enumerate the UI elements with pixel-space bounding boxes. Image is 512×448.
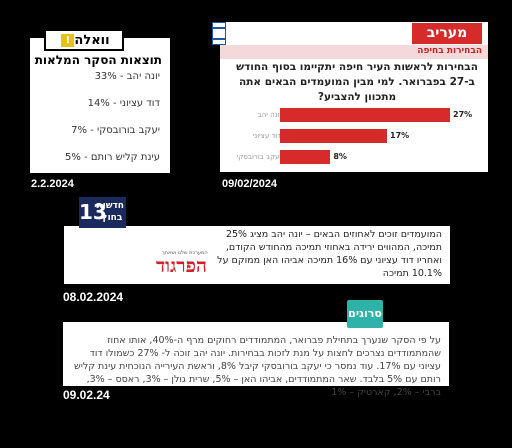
walla-logo: וואלה !: [44, 29, 124, 51]
maariv-question: הבחירות לראשות העיר חיפה יתקיימו בסוף הח…: [236, 61, 478, 103]
srugim-logo: סרוגים: [347, 300, 383, 328]
bar: [280, 108, 450, 122]
srugim-text: על פי הסקר שנערך בתחילת פברואר, המתמודדי…: [74, 335, 441, 398]
walla-row-1: יונה יהב - 33%: [94, 71, 160, 82]
walla-row-2: דוד עציוני - 14%: [87, 98, 160, 109]
channel13-logo: 13 חדשות בחוץ: [79, 197, 126, 228]
walla-title: תוצאות הסקר המלאות: [34, 53, 162, 67]
srugim-date: 09.02.24: [63, 388, 110, 402]
bar-category-label: יעקב בורובסקי: [236, 153, 281, 161]
walla-row-3: יעקב בורובסקי - 7%: [71, 125, 160, 136]
srugim-panel: על פי הסקר שנערך בתחילת פברואר, המתמודדי…: [63, 322, 449, 398]
bar-category-label: דוד עציוני: [252, 132, 281, 140]
maariv-subtitle: הבחירות בחיפה: [417, 46, 482, 56]
walla-panel: תוצאות הסקר המלאות יונה יהב - 33% דוד עצ…: [30, 38, 170, 173]
midgam-text: המועמדים זוכים לאחוזים הבאים – יונה יהב …: [217, 229, 442, 279]
bar-category-label: יונה יהב: [257, 111, 281, 119]
walla-row-4: עינת קליש רותם - 5%: [65, 152, 160, 163]
walla-logo-mark: !: [61, 33, 75, 47]
channel13-text: חדשות בחוץ: [96, 201, 124, 223]
bar-value-label: 27%: [453, 110, 473, 119]
maariv-logo: מעריב: [412, 23, 482, 44]
maariv-strip: [220, 45, 488, 59]
bar-value-label: 17%: [390, 131, 410, 140]
walla-date: 2.2.2024: [31, 178, 74, 190]
walla-logo-text: וואלה: [74, 32, 110, 48]
maariv-date: 09/02/2024: [222, 178, 278, 190]
midgam-brand-tag: המערכת שלנו ושאתך: [162, 250, 208, 256]
bar: [280, 150, 331, 164]
maariv-panel: מעריב הבחירות בחיפה הבחירות לראשות העיר …: [220, 22, 488, 172]
midgam-brand: הפרגוד: [156, 255, 207, 277]
midgam-date: 08.02.2024: [63, 290, 124, 304]
bar-value-label: 8%: [333, 152, 347, 161]
bar: [280, 129, 388, 143]
flag-icon: [212, 22, 226, 45]
midgam-panel: המועמדים זוכים לאחוזים הבאים – יונה יהב …: [64, 226, 450, 284]
